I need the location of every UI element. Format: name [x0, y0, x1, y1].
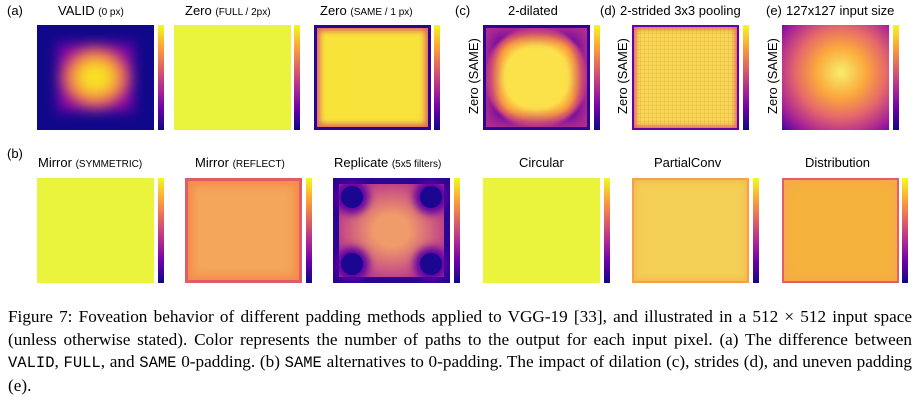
corner-blob	[341, 186, 363, 208]
heatmap-zero-same	[314, 25, 431, 130]
colorbar	[604, 178, 610, 283]
colorbar	[594, 25, 600, 130]
colorbar	[902, 178, 908, 283]
panel-title-distribution: Distribution	[805, 155, 871, 170]
row-label-c: (c)	[455, 3, 471, 18]
row-label-a: (a)	[7, 3, 23, 18]
panel-title-partialconv: PartialConv	[654, 155, 722, 170]
heatmap-127-input	[782, 25, 889, 130]
heatmap-partialconv	[632, 178, 749, 283]
colorbar	[454, 178, 460, 283]
colorbar	[158, 178, 164, 283]
corner-blob	[420, 253, 442, 275]
panel-title-zero-same: Zero (SAME / 1 px)	[320, 3, 413, 18]
ylabel-zero-same-c: Zero (SAME)	[466, 38, 481, 114]
corner-blob	[420, 186, 442, 208]
colorbar	[294, 25, 300, 130]
ylabel-zero-same-d: Zero (SAME)	[615, 38, 630, 114]
colorbar	[158, 25, 164, 130]
heatmap-2-strided	[632, 25, 739, 130]
colorbar	[306, 178, 312, 283]
row-label-e: (e)	[766, 3, 782, 18]
colorbar	[434, 25, 440, 130]
panel-title-replicate: Replicate (5x5 filters)	[334, 155, 442, 170]
corner-blob	[341, 253, 363, 275]
panel-title-zero-full: Zero (FULL / 2px)	[185, 3, 271, 18]
panel-title-mirror-symmetric: Mirror (SYMMETRIC)	[38, 155, 143, 170]
heatmap-2-dilated	[483, 25, 590, 130]
panel-title-mirror-reflect: Mirror (REFLECT)	[195, 155, 285, 170]
heatmap-distribution	[782, 178, 899, 283]
panel-title-127-input: 127x127 input size	[786, 3, 895, 18]
panel-title-circular: Circular	[519, 155, 564, 170]
panel-title-2-strided: 2-strided 3x3 pooling	[620, 3, 741, 18]
panel-title-2-dilated: 2-dilated	[508, 3, 558, 18]
ylabel-zero-same-e: Zero (SAME)	[765, 38, 780, 114]
panel-title-valid: VALID (0 px)	[58, 3, 124, 18]
heatmap-valid	[37, 25, 154, 130]
row-label-d: (d)	[600, 3, 616, 18]
heatmap-zero-full	[174, 25, 291, 130]
colorbar	[743, 25, 749, 130]
figure-caption: Figure 7: Foveation behavior of differen…	[8, 307, 912, 395]
heatmap-mirror-reflect	[185, 178, 302, 283]
colorbar	[753, 178, 759, 283]
heatmap-replicate	[333, 178, 450, 283]
heatmap-circular	[483, 178, 600, 283]
heatmap-mirror-symmetric	[37, 178, 154, 283]
colorbar	[893, 25, 899, 130]
row-label-b: (b)	[7, 146, 23, 161]
